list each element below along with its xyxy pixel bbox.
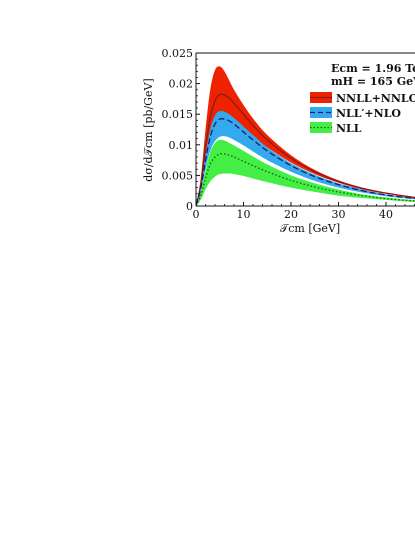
x-tick-label: 20: [284, 208, 298, 221]
line-nll: [196, 153, 415, 206]
line-nnll: [196, 93, 415, 206]
y-tick-label: 0: [186, 200, 193, 213]
x-tick-label: 0: [193, 208, 200, 221]
legend-label-nll: NLL: [336, 122, 362, 135]
annotation-mass: mH = 165 GeV: [331, 75, 415, 88]
x-tick-label: 30: [332, 208, 346, 221]
uncertainty-bands: [196, 66, 415, 206]
band-nnll: [196, 66, 415, 206]
legend: NNLL+NNLO NLL′+NLO NLL: [310, 92, 415, 135]
y-tick-label: 0.015: [162, 108, 194, 121]
x-axis-title: 𝒯cm [GeV]: [280, 222, 340, 235]
y-tick-label: 0.02: [169, 78, 194, 91]
central-lines: [196, 93, 415, 206]
y-ticks: 0 0.005 0.01 0.015 0.02 0.025: [162, 47, 200, 213]
y-axis-title: dσ/d𝒯cm [pb/GeV]: [142, 78, 155, 181]
legend-label-nnll: NNLL+NNLO: [336, 92, 415, 105]
x-tick-label: 10: [237, 208, 251, 221]
x-ticks: 0 10 20 30 40: [193, 202, 415, 221]
y-tick-label: 0.01: [169, 139, 194, 152]
band-nll: [196, 139, 415, 206]
legend-label-nllp: NLL′+NLO: [336, 107, 401, 120]
y-tick-label: 0.025: [162, 47, 194, 60]
band-nllp: [196, 110, 415, 206]
x-tick-label: 40: [379, 208, 393, 221]
line-nllp: [196, 118, 415, 206]
y-tick-label: 0.005: [162, 169, 194, 182]
annotation-energy: Ecm = 1.96 TeV: [331, 62, 415, 75]
